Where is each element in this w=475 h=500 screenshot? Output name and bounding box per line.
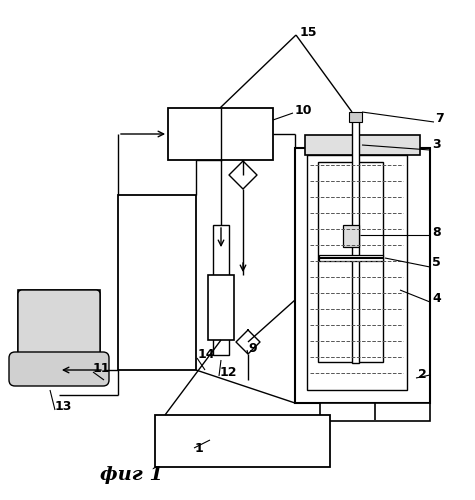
Bar [320, 403, 430, 421]
Bar [319, 255, 383, 261]
Bar [168, 108, 273, 160]
FancyBboxPatch shape [18, 290, 100, 360]
Text: 1: 1 [195, 442, 204, 454]
Text: 12: 12 [220, 366, 238, 380]
Bar [343, 225, 359, 247]
Bar [18, 290, 100, 362]
Text: 4: 4 [432, 292, 441, 304]
Bar [208, 275, 234, 340]
Bar [295, 148, 430, 403]
Bar [118, 195, 196, 370]
Bar [213, 225, 229, 355]
Bar [307, 155, 407, 390]
Text: фиг 1: фиг 1 [100, 466, 163, 484]
Bar [318, 162, 383, 362]
Bar [352, 118, 359, 363]
FancyBboxPatch shape [9, 352, 109, 386]
Text: 10: 10 [295, 104, 313, 117]
Text: 14: 14 [198, 348, 216, 362]
Text: 7: 7 [435, 112, 444, 124]
Text: 5: 5 [432, 256, 441, 270]
Text: 2: 2 [418, 368, 427, 382]
Text: 9: 9 [248, 342, 256, 354]
Text: 15: 15 [300, 26, 317, 38]
Text: 3: 3 [432, 138, 441, 151]
Bar [349, 112, 362, 122]
Polygon shape [229, 161, 257, 189]
Polygon shape [236, 330, 260, 354]
Bar [305, 135, 420, 155]
Text: 13: 13 [55, 400, 72, 413]
Bar [155, 415, 330, 467]
Text: 8: 8 [432, 226, 441, 238]
Text: 11: 11 [93, 362, 111, 374]
